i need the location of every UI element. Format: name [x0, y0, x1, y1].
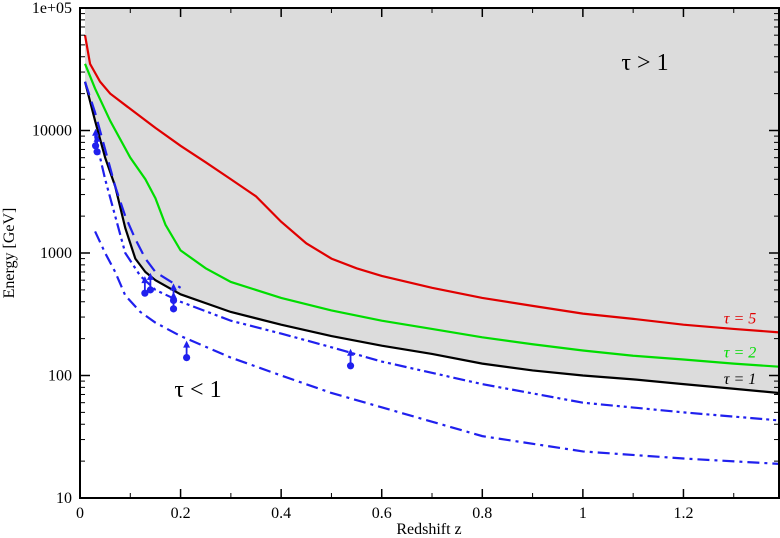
- data-point-2: [141, 276, 149, 297]
- lower-limit-arrow-head: [141, 276, 149, 284]
- lower-limit-arrow-head: [170, 283, 178, 291]
- y-axis-title: Energy [GeV]: [1, 208, 18, 299]
- lower-limit-arrow-head: [146, 272, 154, 280]
- lower-limit-arrow-head: [183, 340, 191, 348]
- series-line-tau-5: [83, 34, 779, 334]
- lower-limit-arrow-head: [170, 291, 178, 299]
- plot-frame: [79, 7, 780, 499]
- region-label-lower: τ < 1: [174, 377, 221, 403]
- y-tick-label: 10000: [32, 123, 72, 140]
- x-tick-label: 0.4: [271, 505, 291, 522]
- series-line-tau-1: [83, 81, 779, 395]
- curve-label-tau-2: τ = 2: [724, 345, 757, 362]
- series-line-tau-2: [84, 63, 779, 368]
- shaded-region-tau-gt-1: [85, 8, 779, 393]
- x-tick-label: 1.2: [673, 505, 693, 522]
- x-tick-label: 0.2: [171, 505, 191, 522]
- data-point-3: [146, 272, 155, 294]
- curve-label-tau-1: τ = 1: [724, 371, 757, 388]
- lower-limit-arrow-head: [93, 134, 101, 142]
- series-line-blue-dashdotdot-4: [94, 135, 779, 422]
- lower-limit-arrow-head: [92, 128, 100, 136]
- y-tick-label: 1000: [40, 245, 72, 262]
- series-line-blue-dashed-3: [83, 81, 182, 289]
- curve-label-tau-5: τ = 5: [724, 310, 757, 327]
- y-tick-label: 100: [48, 368, 72, 385]
- x-tick-label: 1: [579, 505, 587, 522]
- series-line-blue-dashdot-5: [94, 230, 779, 465]
- y-tick-label: 1e+05: [32, 0, 72, 17]
- data-point-7: [346, 348, 355, 370]
- data-point-6: [183, 340, 191, 362]
- x-tick-label: 0: [76, 505, 84, 522]
- region-label-upper: τ > 1: [621, 50, 668, 76]
- data-point-1: [93, 134, 101, 156]
- lower-limit-arrow-head: [347, 348, 355, 356]
- x-tick-label: 0.6: [372, 505, 392, 522]
- x-axis-title: Redshift z: [396, 521, 461, 538]
- x-tick-label: 0.8: [472, 505, 492, 522]
- y-tick-label: 10: [56, 490, 72, 507]
- data-point-5: [169, 291, 178, 313]
